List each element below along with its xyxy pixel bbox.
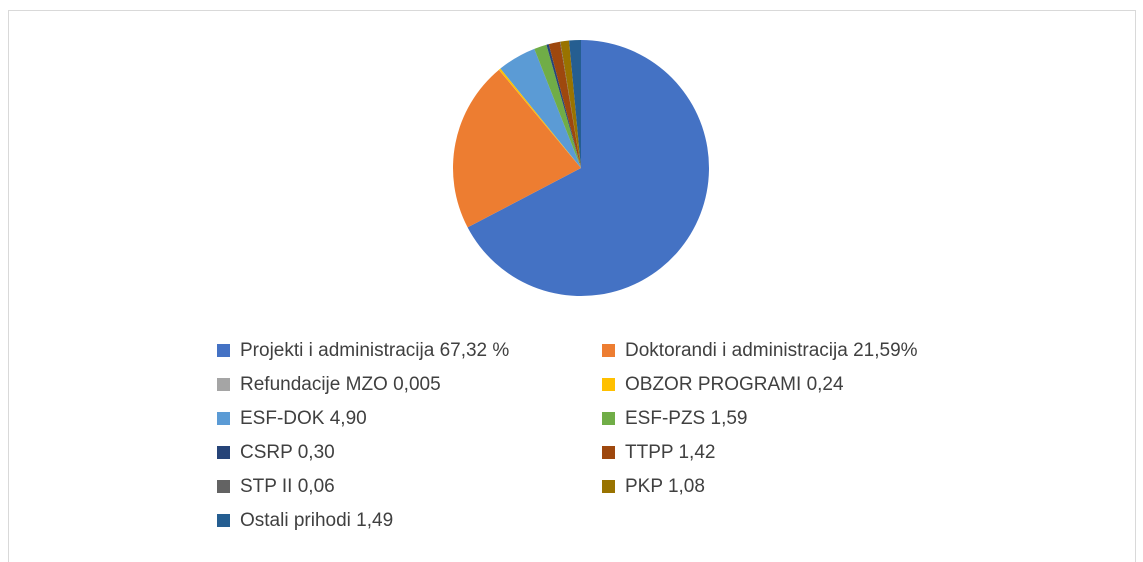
pie-slice (569, 40, 581, 168)
legend-swatch (602, 412, 615, 425)
pie-slice (500, 48, 581, 168)
legend-swatch (217, 412, 230, 425)
legend-swatch (217, 446, 230, 459)
pie-slice (546, 44, 581, 169)
pie-slice (560, 40, 581, 169)
pie-slice (467, 40, 709, 296)
legend-label: Doktorandi i administracija 21,59% (625, 340, 918, 361)
legend-swatch (602, 480, 615, 493)
legend-label: PKP 1,08 (625, 476, 705, 497)
legend-label: CSRP 0,30 (240, 442, 335, 463)
legend-label: Projekti i administracija 67,32 % (240, 340, 509, 361)
pie-slice (452, 69, 581, 228)
legend-swatch (217, 514, 230, 527)
legend-swatch (217, 344, 230, 357)
legend-swatch (217, 378, 230, 391)
legend-swatch (602, 446, 615, 459)
legend-label: Refundacije MZO 0,005 (240, 374, 441, 395)
pie-slice (548, 41, 581, 169)
legend-label: STP II 0,06 (240, 476, 335, 497)
legend-swatch (217, 480, 230, 493)
legend-swatch (602, 344, 615, 357)
legend-label: ESF-DOK 4,90 (240, 408, 367, 429)
legend-swatch (602, 378, 615, 391)
pie-slice (498, 69, 581, 168)
pie-slice (498, 68, 581, 168)
legend-label: Ostali prihodi 1,49 (240, 510, 393, 531)
legend-label: TTPP 1,42 (625, 442, 715, 463)
pie-slice (559, 41, 581, 169)
legend-label: OBZOR PROGRAMI 0,24 (625, 374, 844, 395)
pie-slice (534, 44, 581, 168)
legend-label: ESF-PZS 1,59 (625, 408, 748, 429)
